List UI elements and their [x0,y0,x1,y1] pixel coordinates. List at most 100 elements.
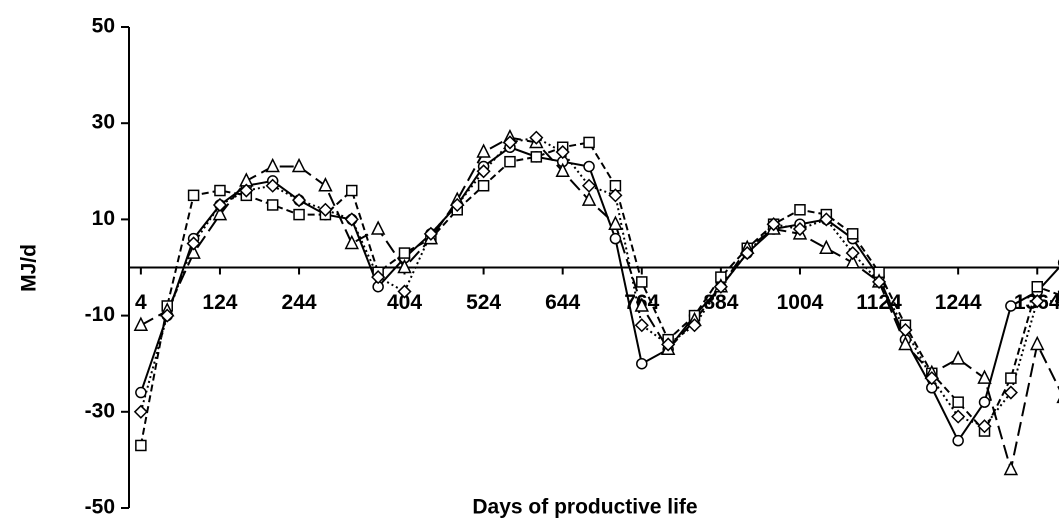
marker [555,162,570,178]
marker [212,197,228,213]
marker [291,157,307,173]
marker [1003,460,1019,476]
x-tick-label: 1004 [777,291,824,314]
marker [977,419,992,434]
marker [529,130,544,145]
marker [1031,280,1043,293]
marker [397,284,412,299]
marker [346,184,358,197]
marker [397,258,412,274]
marker [318,177,333,192]
marker [398,247,411,259]
marker [950,350,966,365]
marker [318,202,333,217]
marker [687,318,702,333]
series-line [139,141,1059,446]
marker [898,322,913,338]
marker [265,178,280,193]
marker [266,199,279,211]
marker [845,246,860,261]
marker [293,208,305,221]
marker [794,204,806,216]
marker [370,220,386,235]
marker [265,157,280,173]
y-tick-label: -10 [85,303,115,326]
marker [634,318,649,333]
marker [581,191,597,206]
marker [135,386,147,399]
y-tick-label: 10 [92,207,115,230]
marker [530,151,543,163]
marker [583,160,595,173]
marker [1003,385,1018,400]
marker [555,144,570,160]
marker [951,409,966,424]
marker [214,184,226,197]
marker [898,335,913,351]
marker [1030,294,1045,309]
marker [952,396,964,408]
marker [160,308,175,323]
marker [924,371,939,386]
x-axis-title: Days of productive life [472,496,697,519]
marker [583,136,595,149]
marker [846,228,859,240]
marker [344,212,359,227]
marker [792,221,808,237]
y-axis-title: MJ/d [18,244,41,292]
series-line [139,136,1059,428]
marker [133,404,148,419]
x-tick-label: 404 [387,291,422,314]
y-tick-label: 50 [92,15,115,38]
marker [634,297,649,312]
x-tick-label: 244 [282,291,317,314]
marker [186,244,201,259]
marker [609,232,622,245]
marker [476,164,491,179]
marker [212,205,228,221]
marker [186,236,201,251]
marker [977,369,992,384]
marker [978,396,991,408]
marker [636,357,648,370]
x-tick-label: 1124 [856,291,902,314]
marker [502,135,518,150]
series-line [140,136,1059,470]
marker [504,155,516,168]
marker [713,279,728,294]
marker [766,217,781,232]
x-tick-label: 4 [135,291,147,314]
marker [187,189,200,202]
marker [581,178,597,193]
marker [239,183,254,198]
marker [477,179,490,192]
y-tick-label: -30 [85,399,115,422]
marker [344,234,359,250]
marker [608,215,623,230]
marker [608,188,623,203]
x-tick-label: 124 [202,291,237,314]
marker [423,226,438,241]
y-tick-label: -50 [85,496,115,519]
marker [133,316,149,331]
x-tick-label: 644 [545,291,580,314]
x-tick-label: 1244 [935,291,982,314]
y-tick-label: 30 [92,111,115,134]
marker [371,270,386,285]
marker [291,193,307,208]
marker [661,337,676,352]
marker [740,246,755,261]
marker [872,274,887,289]
x-tick-label: 524 [466,291,501,314]
plot-area [133,128,1059,476]
marker [1005,300,1017,312]
marker [819,212,834,227]
marker [636,276,648,288]
marker [952,434,964,447]
marker [135,439,147,452]
marker [845,254,860,269]
marker [476,143,491,158]
marker [450,197,465,213]
marker [819,239,834,255]
